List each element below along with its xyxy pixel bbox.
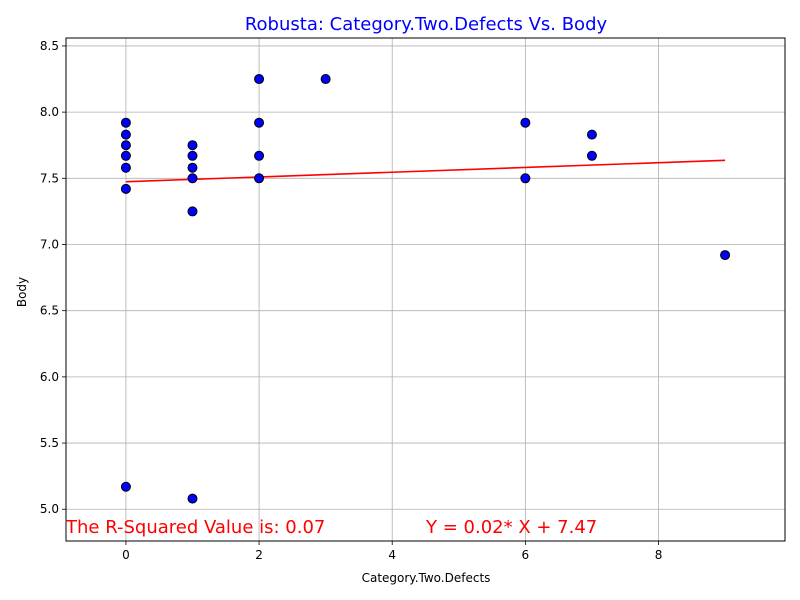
data-point: [120, 183, 131, 194]
x-tick-label: 8: [655, 548, 663, 562]
data-point: [187, 162, 198, 173]
data-point: [720, 250, 731, 261]
y-tick-label: 6.5: [40, 304, 59, 318]
y-tick-label: 8.5: [40, 39, 59, 53]
data-point: [254, 173, 265, 184]
regression-equation-annotation: Y = 0.02* X + 7.47: [425, 517, 597, 538]
data-point: [520, 117, 531, 128]
points-layer: [120, 74, 731, 504]
y-tick-label: 8.0: [40, 105, 59, 119]
regression-layer: [125, 159, 726, 183]
data-point: [187, 173, 198, 184]
y-axis-ticks: 5.0 5.5 6.0 6.5 7.0 7.5 8.0 8.5: [40, 39, 66, 516]
x-tick-label: 6: [522, 548, 530, 562]
plot-frame: [65, 37, 786, 542]
data-point: [586, 150, 597, 161]
x-axis-ticks: 0 2 4 6 8: [122, 541, 662, 562]
r-squared-annotation: The R-Squared Value is: 0.07: [65, 517, 325, 538]
data-point: [254, 150, 265, 161]
data-point: [254, 74, 265, 85]
y-tick-label: 7.5: [40, 171, 59, 185]
grid-lines: [66, 38, 785, 541]
x-tick-label: 4: [388, 548, 396, 562]
x-tick-label: 2: [255, 548, 263, 562]
data-point: [120, 117, 131, 128]
data-point: [187, 493, 198, 504]
y-tick-label: 7.0: [40, 237, 59, 251]
y-tick-label: 5.0: [40, 502, 59, 516]
chart-title: Robusta: Category.Two.Defects Vs. Body: [245, 14, 608, 35]
data-point: [120, 140, 131, 151]
y-tick-label: 5.5: [40, 436, 59, 450]
y-axis-label: Body: [15, 277, 29, 307]
regression-line: [125, 159, 726, 183]
y-tick-label: 6.0: [40, 370, 59, 384]
data-point: [120, 481, 131, 492]
data-point: [586, 129, 597, 140]
data-point: [120, 129, 131, 140]
data-point: [320, 74, 331, 85]
data-point: [120, 162, 131, 173]
data-point: [254, 117, 265, 128]
data-point: [120, 150, 131, 161]
x-axis-label: Category.Two.Defects: [362, 571, 491, 585]
x-tick-label: 0: [122, 548, 130, 562]
data-point: [187, 150, 198, 161]
data-point: [187, 140, 198, 151]
data-point: [187, 206, 198, 217]
data-point: [520, 173, 531, 184]
